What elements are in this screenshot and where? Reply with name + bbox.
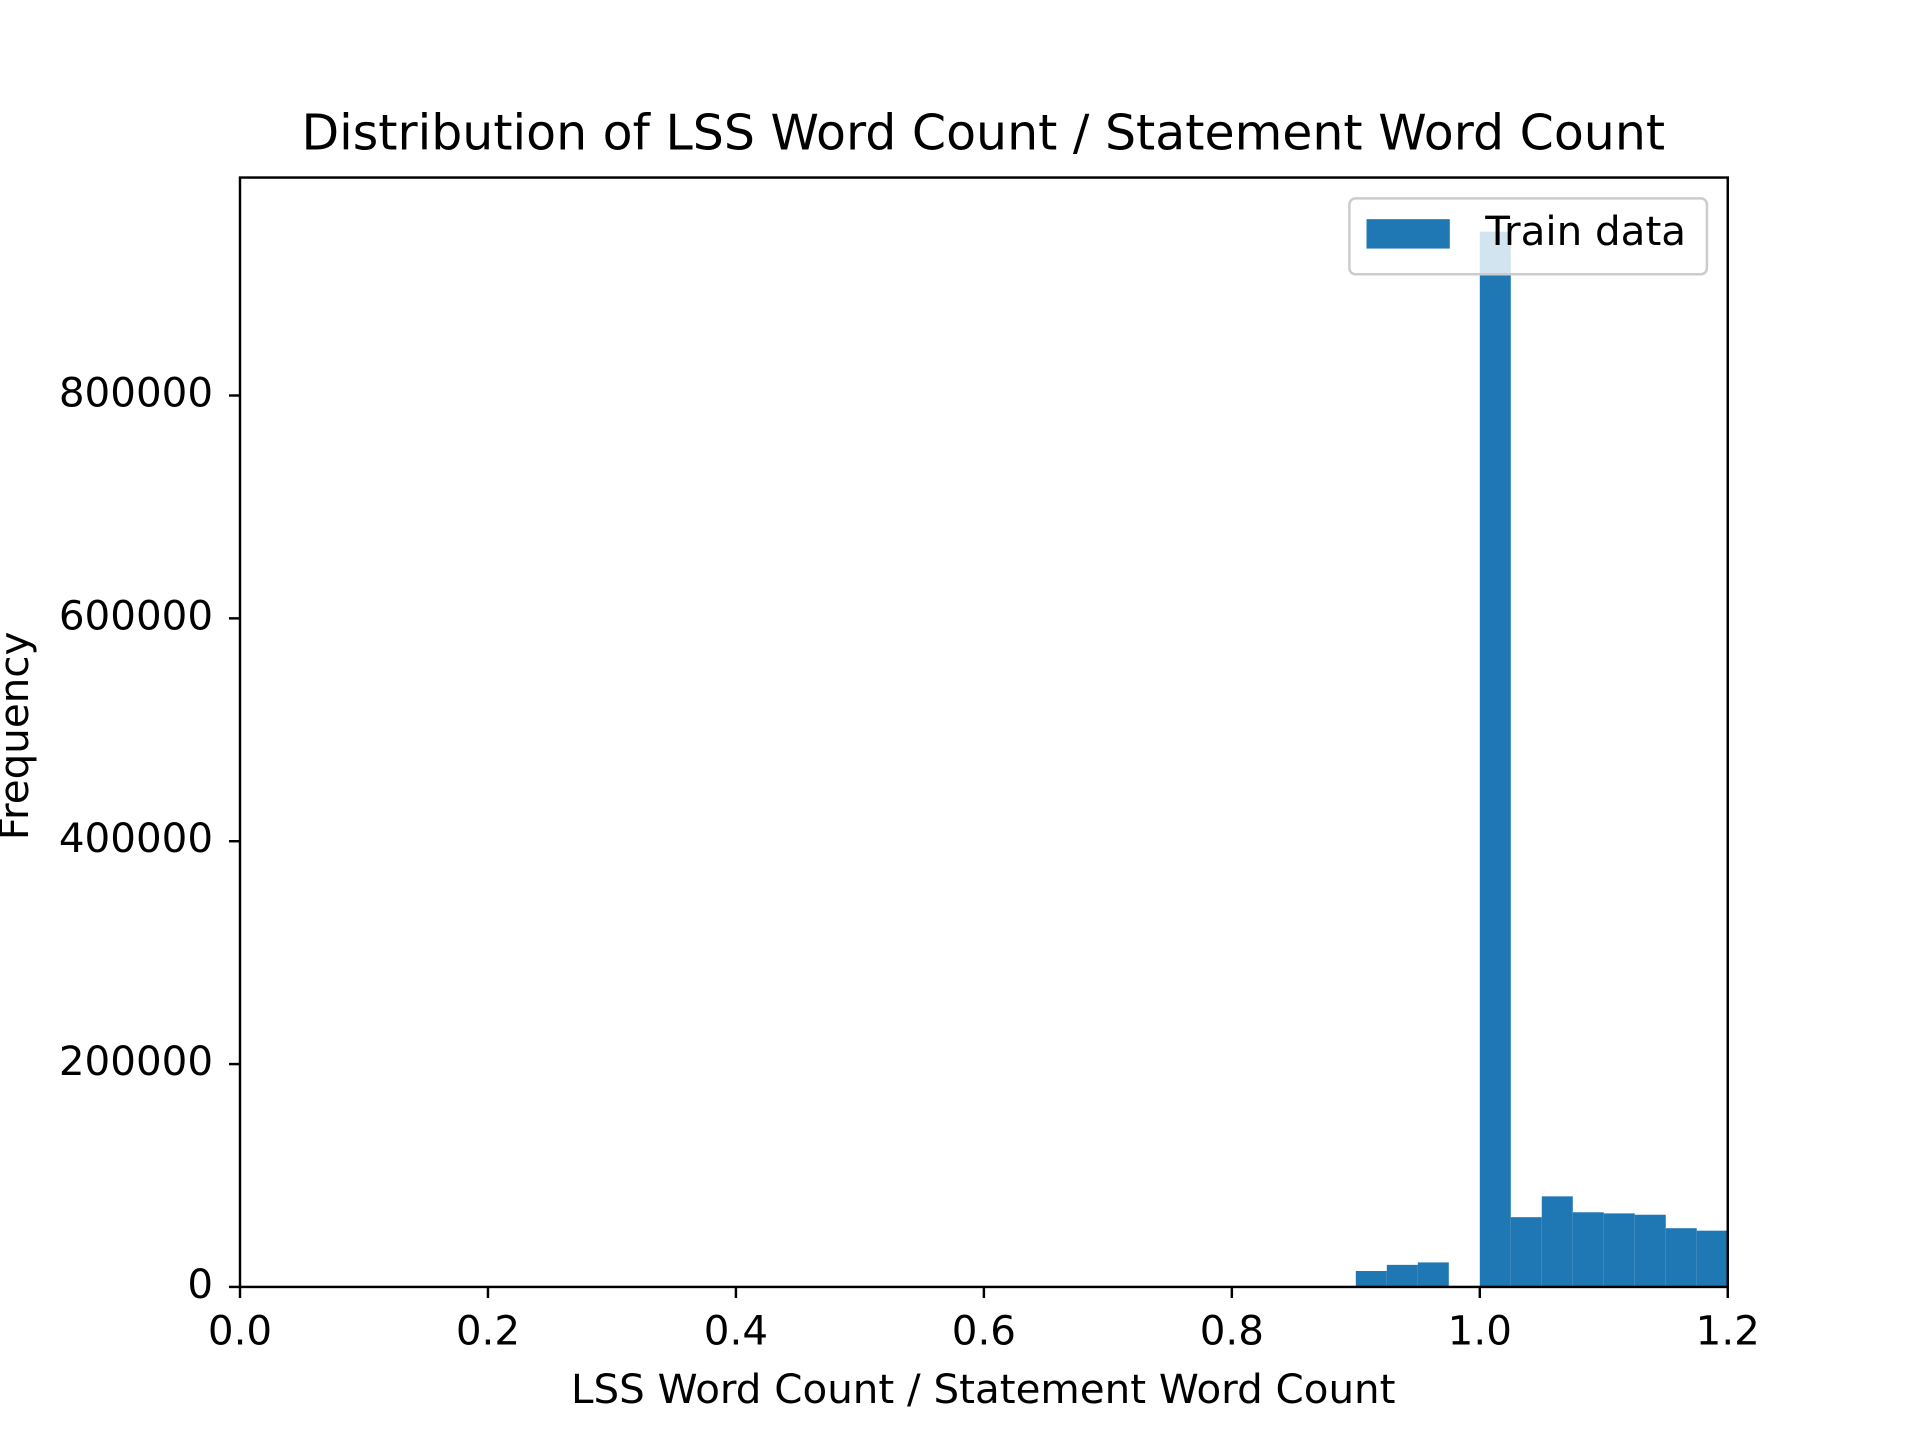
bar bbox=[1355, 1271, 1387, 1287]
y-tick-label: 600000 bbox=[59, 591, 213, 639]
x-tick-label: 0.4 bbox=[704, 1306, 768, 1354]
y-tick-label: 200000 bbox=[59, 1037, 213, 1085]
bar bbox=[1696, 1230, 1728, 1287]
x-tick-label: 0.6 bbox=[952, 1306, 1016, 1354]
legend-box bbox=[1348, 197, 1709, 276]
chart-title: Distribution of LSS Word Count / Stateme… bbox=[301, 104, 1665, 161]
y-tick-label: 800000 bbox=[59, 369, 213, 417]
x-tick-label: 1.0 bbox=[1448, 1306, 1512, 1354]
x-tick-label: 0.0 bbox=[208, 1306, 272, 1354]
x-tick-label: 0.8 bbox=[1200, 1306, 1264, 1354]
y-tick-label: 0 bbox=[187, 1260, 213, 1308]
bar bbox=[1417, 1262, 1449, 1287]
x-tick-label: 0.2 bbox=[456, 1306, 520, 1354]
legend-swatch bbox=[1366, 219, 1450, 249]
bar bbox=[1510, 1217, 1542, 1287]
legend-label: Train data bbox=[1484, 207, 1686, 255]
bar bbox=[1479, 231, 1511, 1287]
bar bbox=[1572, 1212, 1604, 1287]
bar bbox=[1386, 1264, 1418, 1287]
y-axis-label: Frequency bbox=[0, 632, 38, 841]
bar bbox=[1541, 1196, 1573, 1287]
x-axis-label: LSS Word Count / Statement Word Count bbox=[571, 1365, 1396, 1413]
bar bbox=[1634, 1214, 1666, 1287]
x-tick-label: 1.2 bbox=[1696, 1306, 1760, 1354]
bar bbox=[1603, 1213, 1635, 1287]
bar bbox=[1665, 1228, 1697, 1287]
y-tick-label: 400000 bbox=[59, 814, 213, 862]
